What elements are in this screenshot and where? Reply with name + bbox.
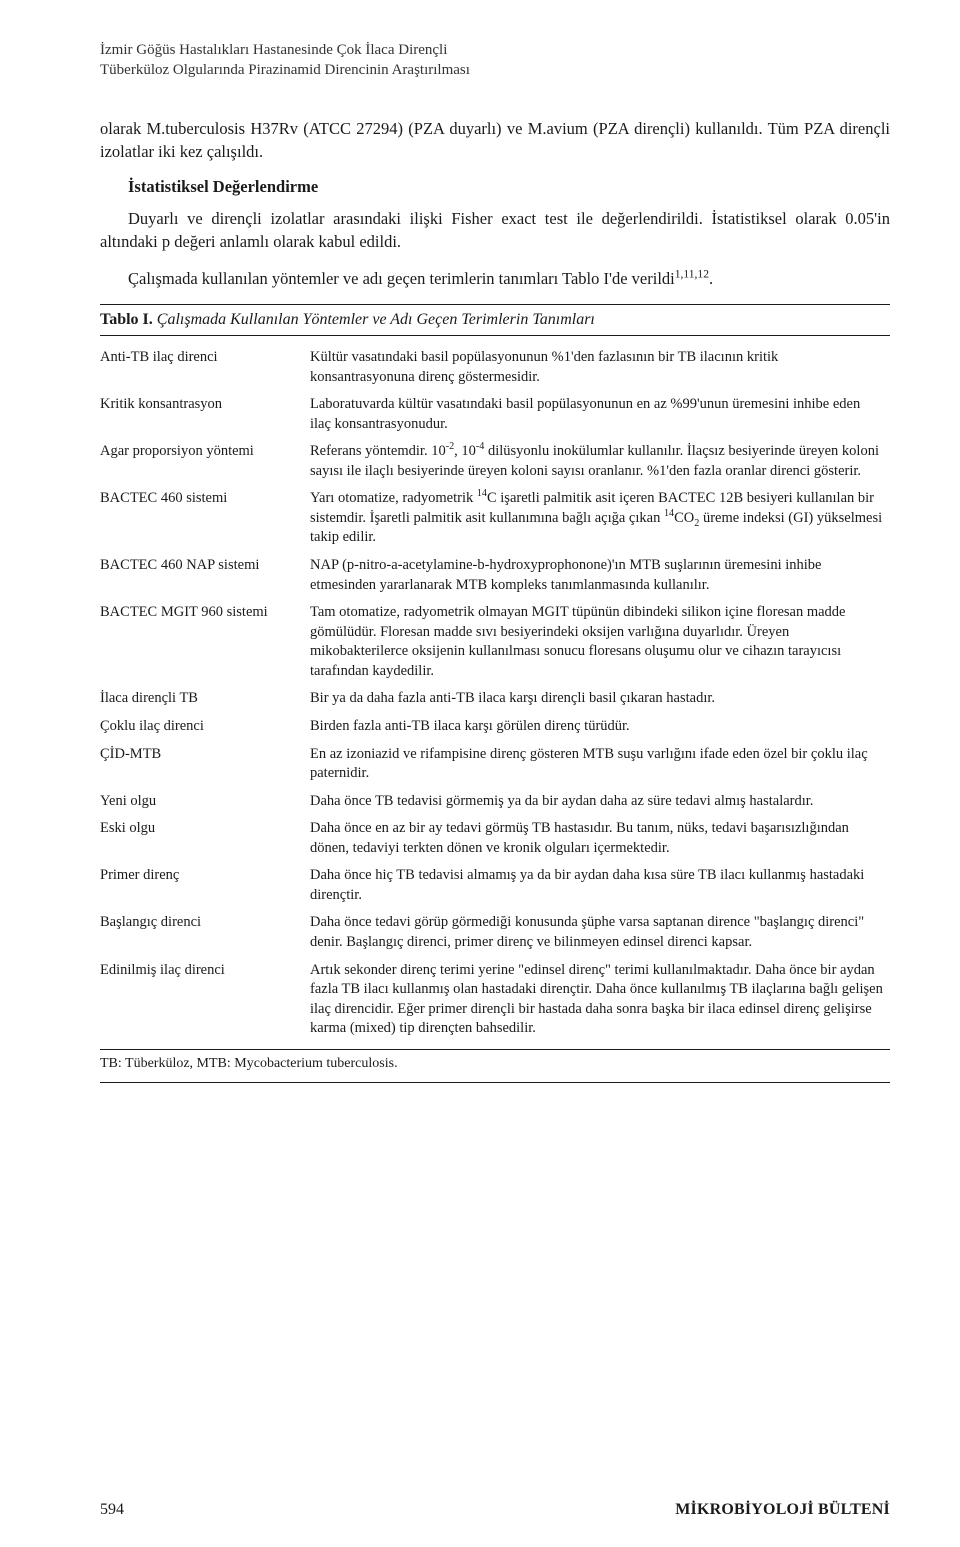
para-stats-2-post: . bbox=[709, 269, 713, 288]
table-row: Çoklu ilaç direnciBirden fazla anti-TB i… bbox=[100, 713, 890, 741]
definition-cell: Birden fazla anti-TB ilaca karşı görülen… bbox=[310, 713, 890, 741]
table-caption-label: Tablo I. bbox=[100, 311, 153, 328]
term-cell: Kritik konsantrasyon bbox=[100, 391, 310, 438]
section-head: İstatistiksel Değerlendirme bbox=[128, 177, 890, 197]
definition-cell: Referans yöntemdir. 10-2, 10-4 dilüsyonl… bbox=[310, 438, 890, 485]
definition-cell: NAP (p-nitro-a-acetylamine-b-hydroxyprop… bbox=[310, 552, 890, 599]
definition-cell: Yarı otomatize, radyometrik 14C işaretli… bbox=[310, 485, 890, 552]
table-row: Kritik konsantrasyonLaboratuvarda kültür… bbox=[100, 391, 890, 438]
table-row: Edinilmiş ilaç direnciArtık sekonder dir… bbox=[100, 957, 890, 1043]
definition-cell: Kültür vasatındaki basil popülasyonunun … bbox=[310, 344, 890, 391]
table-row: Primer dirençDaha önce hiç TB tedavisi a… bbox=[100, 862, 890, 909]
term-cell: İlaca dirençli TB bbox=[100, 685, 310, 713]
journal-name: MİKROBİYOLOJİ BÜLTENİ bbox=[675, 1501, 890, 1519]
table-row: Anti-TB ilaç direnciKültür vasatındaki b… bbox=[100, 344, 890, 391]
page-footer: 594 MİKROBİYOLOJİ BÜLTENİ bbox=[100, 1501, 890, 1519]
definition-cell: Artık sekonder direnç terimi yerine "edi… bbox=[310, 957, 890, 1043]
definition-cell: Daha önce en az bir ay tedavi görmüş TB … bbox=[310, 815, 890, 862]
term-cell: Anti-TB ilaç direnci bbox=[100, 344, 310, 391]
definition-cell: Daha önce TB tedavisi görmemiş ya da bir… bbox=[310, 788, 890, 816]
table-footnote-text: TB: Tüberküloz, MTB: Mycobacterium tuber… bbox=[100, 1056, 398, 1071]
para-intro: olarak M.tuberculosis H37Rv (ATCC 27294)… bbox=[100, 117, 890, 163]
term-cell: Çoklu ilaç direnci bbox=[100, 713, 310, 741]
table-row: İlaca dirençli TBBir ya da daha fazla an… bbox=[100, 685, 890, 713]
table-row: BACTEC 460 sistemiYarı otomatize, radyom… bbox=[100, 485, 890, 552]
table-row: Agar proporsiyon yöntemiReferans yöntemd… bbox=[100, 438, 890, 485]
definitions-tbody: Anti-TB ilaç direnciKültür vasatındaki b… bbox=[100, 344, 890, 1043]
term-cell: BACTEC 460 NAP sistemi bbox=[100, 552, 310, 599]
running-head: İzmir Göğüs Hastalıkları Hastanesinde Ço… bbox=[100, 40, 890, 81]
table-wrap: Tablo I. Çalışmada Kullanılan Yöntemler … bbox=[100, 304, 890, 1083]
table-row: ÇİD-MTBEn az izoniazid ve rifampisine di… bbox=[100, 741, 890, 788]
table-row: BACTEC MGIT 960 sistemiTam otomatize, ra… bbox=[100, 599, 890, 685]
table-row: Yeni olguDaha önce TB tedavisi görmemiş … bbox=[100, 788, 890, 816]
page: İzmir Göğüs Hastalıkları Hastanesinde Ço… bbox=[0, 0, 960, 1547]
definition-cell: Daha önce tedavi görüp görmediği konusun… bbox=[310, 909, 890, 956]
running-head-line-2: Tüberküloz Olgularında Pirazinamid Diren… bbox=[100, 60, 890, 80]
term-cell: Yeni olgu bbox=[100, 788, 310, 816]
page-number: 594 bbox=[100, 1501, 124, 1519]
term-cell: Primer direnç bbox=[100, 862, 310, 909]
term-cell: BACTEC MGIT 960 sistemi bbox=[100, 599, 310, 685]
term-cell: BACTEC 460 sistemi bbox=[100, 485, 310, 552]
definition-cell: Laboratuvarda kültür vasatındaki basil p… bbox=[310, 391, 890, 438]
table-caption: Tablo I. Çalışmada Kullanılan Yöntemler … bbox=[100, 311, 890, 336]
table-row: BACTEC 460 NAP sistemiNAP (p-nitro-a-ace… bbox=[100, 552, 890, 599]
term-cell: Başlangıç direnci bbox=[100, 909, 310, 956]
definitions-table: Anti-TB ilaç direnciKültür vasatındaki b… bbox=[100, 344, 890, 1043]
para-stats-2-sup: 1,11,12 bbox=[675, 268, 709, 280]
running-head-line-1: İzmir Göğüs Hastalıkları Hastanesinde Ço… bbox=[100, 40, 890, 60]
table-footnote: TB: Tüberküloz, MTB: Mycobacterium tuber… bbox=[100, 1049, 890, 1072]
term-cell: Agar proporsiyon yöntemi bbox=[100, 438, 310, 485]
term-cell: Edinilmiş ilaç direnci bbox=[100, 957, 310, 1043]
para-stats-1: Duyarlı ve dirençli izolatlar arasındaki… bbox=[100, 207, 890, 253]
para-stats-2-pre: Çalışmada kullanılan yöntemler ve adı ge… bbox=[128, 269, 675, 288]
para-stats-2: Çalışmada kullanılan yöntemler ve adı ge… bbox=[100, 267, 890, 290]
table-row: Eski olguDaha önce en az bir ay tedavi g… bbox=[100, 815, 890, 862]
table-caption-title: Çalışmada Kullanılan Yöntemler ve Adı Ge… bbox=[157, 311, 595, 328]
term-cell: Eski olgu bbox=[100, 815, 310, 862]
definition-cell: En az izoniazid ve rifampisine direnç gö… bbox=[310, 741, 890, 788]
definition-cell: Bir ya da daha fazla anti-TB ilaca karşı… bbox=[310, 685, 890, 713]
term-cell: ÇİD-MTB bbox=[100, 741, 310, 788]
table-row: Başlangıç direnciDaha önce tedavi görüp … bbox=[100, 909, 890, 956]
definition-cell: Tam otomatize, radyometrik olmayan MGIT … bbox=[310, 599, 890, 685]
definition-cell: Daha önce hiç TB tedavisi almamış ya da … bbox=[310, 862, 890, 909]
